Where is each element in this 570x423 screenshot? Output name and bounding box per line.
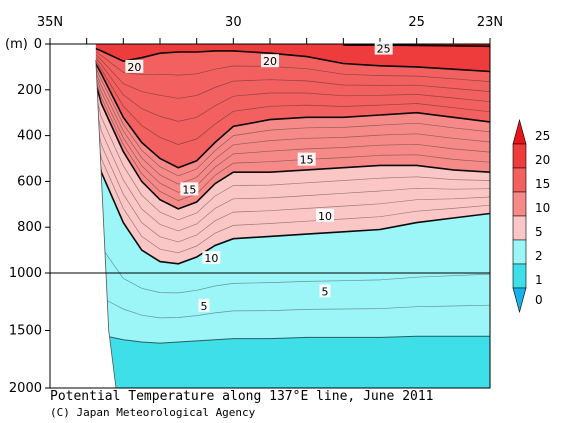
contour-label: 20: [127, 61, 141, 74]
contour-label: 10: [318, 210, 332, 223]
colorbar-swatch: [512, 191, 527, 217]
isotherm-15: [85, 47, 490, 169]
contour-label-bg: [202, 251, 221, 265]
isotherm-intermediate: [86, 71, 490, 243]
colorbar-label: 0: [535, 293, 543, 307]
contour-label-bg: [319, 284, 331, 298]
contour-label-bg: [261, 54, 279, 68]
y-tick-label: 1500: [9, 324, 42, 339]
y-tick-label: 200: [17, 83, 42, 98]
contour-label: 15: [182, 183, 196, 196]
isotherm-2: [86, 330, 490, 344]
temperature-fill-layers: [50, 44, 490, 388]
contour-label: 20: [263, 55, 277, 68]
y-tick-label: 0: [34, 37, 42, 52]
chart-title: Potential Temperature along 137°E line, …: [50, 389, 434, 404]
y-tick-label: 2000: [9, 381, 42, 396]
colorbar-swatch: [512, 287, 527, 314]
colorbar-label: 2: [535, 249, 543, 263]
contour-label: 25: [377, 43, 391, 56]
y-tick-label: 800: [17, 220, 42, 235]
colorbar-label: 20: [535, 153, 550, 167]
contour-label-bg: [125, 59, 144, 73]
isotherm-10: [85, 50, 490, 210]
isotherm-intermediate: [86, 64, 490, 232]
isotherm-intermediate: [86, 46, 490, 145]
contour-label: 15: [300, 154, 314, 167]
colorbar-label: 25: [535, 129, 550, 143]
colorbar-swatch: [512, 167, 527, 193]
y-tick-label: 1000: [9, 266, 42, 281]
colorbar-label: 10: [535, 201, 550, 215]
isotherm-intermediate: [86, 48, 490, 185]
layer-above-15: [50, 44, 490, 168]
contour-label-bg: [297, 152, 316, 166]
isotherm-intermediate: [86, 45, 490, 99]
isotherm-intermediate: [86, 50, 490, 201]
colorbar-swatch: [512, 263, 527, 289]
y-tick-label: 600: [17, 174, 42, 189]
isotherm-intermediate: [86, 279, 490, 319]
colorbar-swatch: [512, 215, 527, 241]
isotherm-intermediate: [86, 47, 490, 177]
isotherm-25: [343, 44, 490, 48]
contour-label-bg: [198, 298, 210, 312]
isotherm-intermediate: [86, 45, 490, 82]
x-tick-label: 35N: [37, 15, 63, 30]
credit-line: (C) Japan Meteorological Agency: [50, 406, 256, 419]
contour-label-bg: [374, 41, 393, 55]
contour-label: 5: [322, 285, 329, 298]
colorbar-swatch: [512, 118, 527, 145]
contour-label-bg: [316, 208, 334, 222]
isotherm-lines: [85, 44, 490, 344]
x-axis: 35N 30 25 23N: [37, 15, 503, 44]
seafloor-line: [95, 59, 117, 389]
y-axis: (m) 0 200 400 600 800 1000 1500 2000: [5, 37, 50, 396]
colorbar-label: 15: [535, 177, 550, 191]
y-axis-unit: (m): [5, 37, 28, 52]
contour-label-bg: [180, 182, 199, 196]
isotherm-intermediate: [86, 78, 490, 254]
y-tick-label: 400: [17, 129, 42, 144]
contour-label: 5: [201, 300, 208, 313]
x-tick-label: 23N: [477, 15, 503, 30]
contour-labels: 25 20 20 15 15 10 10 5 5: [125, 41, 393, 313]
isotherm-5: [85, 85, 490, 265]
x-tick-label: 25: [408, 15, 425, 30]
colorbar-label: 1: [535, 273, 543, 287]
seafloor-mask: [50, 44, 117, 389]
colorbar-label: 5: [535, 225, 543, 239]
contour-label: 10: [204, 252, 218, 265]
isotherm-intermediate: [86, 49, 490, 193]
colorbar-swatch: [512, 143, 527, 169]
colorbar-swatch: [512, 239, 527, 265]
x-tick-label: 30: [225, 15, 242, 30]
northern-no-data-area: [50, 44, 116, 388]
isotherm-intermediate: [86, 57, 490, 221]
isotherm-20: [86, 44, 490, 73]
isotherm-intermediate: [86, 46, 490, 122]
isotherm-intermediate: [86, 185, 490, 294]
